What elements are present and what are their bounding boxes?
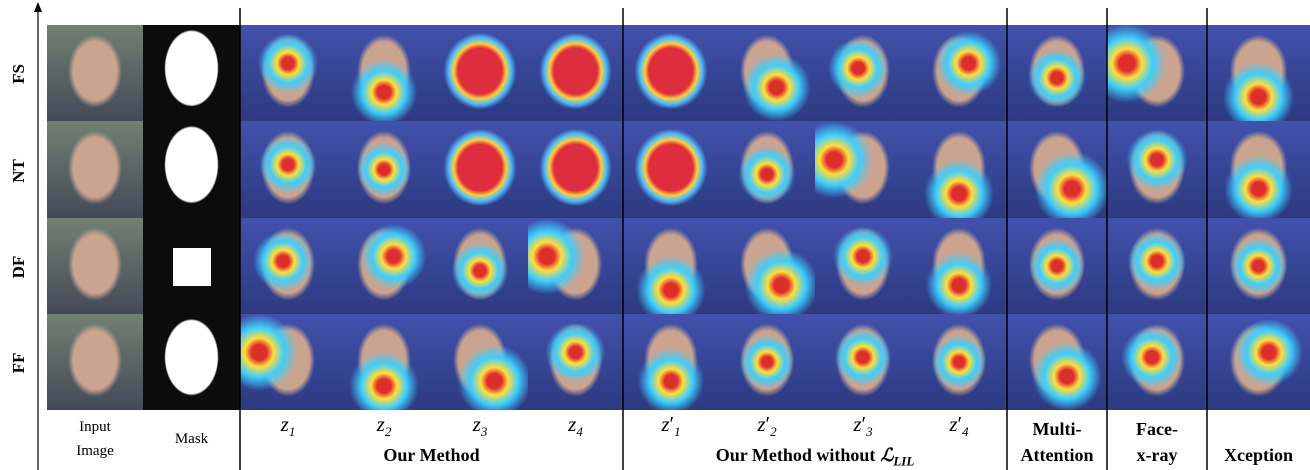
group-label: Our Method (240, 446, 623, 464)
subscript: 2 (385, 424, 392, 439)
separators (240, 8, 1207, 470)
subscript: 1 (289, 424, 296, 439)
symbol: z (473, 412, 481, 436)
figure-lines (0, 0, 1310, 470)
symbol: z (281, 412, 289, 436)
column-label: z2 (344, 414, 424, 438)
subscript: 4 (576, 424, 583, 439)
row-label: FS (9, 54, 29, 94)
column-label: z4 (536, 414, 616, 438)
row-label: DF (9, 247, 29, 287)
subscript: 1 (674, 424, 681, 439)
group-text: Our Method without (716, 445, 876, 465)
row-label: FF (9, 343, 29, 383)
column-label: z′2 (727, 414, 807, 438)
subscript: 2 (770, 424, 777, 439)
column-label: Face- (1097, 420, 1217, 438)
column-label: z1 (248, 414, 328, 438)
column-label: z′4 (919, 414, 999, 438)
symbol: z (661, 412, 669, 436)
subscript: 4 (962, 424, 969, 439)
subscript: 3 (481, 424, 488, 439)
symbol: z (377, 412, 385, 436)
column-label: Xception (1199, 446, 1310, 464)
column-label: z′1 (631, 414, 711, 438)
symbol: z (853, 412, 861, 436)
axis-arrow (34, 2, 42, 12)
subscript: 3 (866, 424, 873, 439)
symbol: z (949, 412, 957, 436)
column-label: Mask (132, 432, 252, 447)
row-label: NT (9, 151, 29, 191)
loss-subscript: LIL (893, 454, 914, 469)
symbol: z (757, 412, 765, 436)
column-label: z3 (440, 414, 520, 438)
loss-symbol: ℒ (880, 445, 893, 465)
figure: FSNTDFFFInputImageMaskz1z2z3z4z′1z′2z′3z… (0, 0, 1310, 470)
column-label: z′3 (823, 414, 903, 438)
